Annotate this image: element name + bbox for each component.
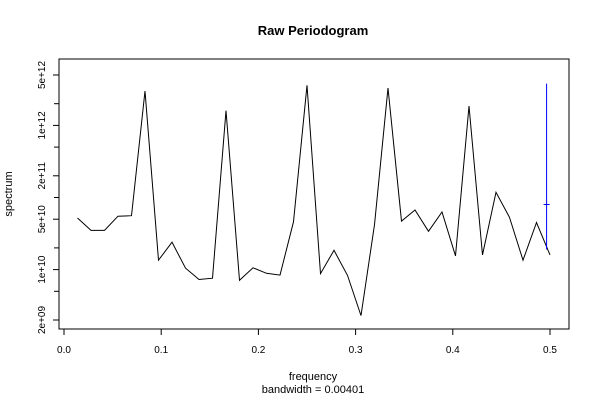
plot-frame — [58, 58, 570, 330]
plot-area — [77, 83, 551, 316]
y-tick-label: 1e+12 — [37, 111, 48, 140]
x-tick-label: 0.2 — [251, 345, 265, 356]
chart-title: Raw Periodogram — [258, 23, 369, 38]
y-axis: 2e+09 1e+10 5e+10 2e+11 1e+12 5e+12 — [37, 61, 59, 335]
y-tick-label: 5e+12 — [37, 61, 48, 90]
x-tick-label: 0.0 — [57, 345, 71, 356]
x-tick-label: 0.5 — [543, 345, 557, 356]
y-tick-label: 5e+10 — [37, 205, 48, 234]
y-axis-label: spectrum — [3, 171, 15, 216]
y-tick-label: 2e+09 — [37, 306, 48, 335]
x-axis-label: frequency — [289, 371, 338, 383]
x-tick-label: 0.4 — [446, 345, 460, 356]
y-tick-label: 1e+10 — [37, 255, 48, 284]
x-tick-label: 0.3 — [349, 345, 363, 356]
y-tick-label: 2e+11 — [37, 162, 48, 190]
spectrum-line — [77, 85, 551, 316]
x-axis: 0.0 0.1 0.2 0.3 0.4 0.5 — [57, 329, 557, 356]
x-tick-label: 0.1 — [154, 345, 168, 356]
bandwidth-label: bandwidth = 0.00401 — [262, 384, 364, 396]
